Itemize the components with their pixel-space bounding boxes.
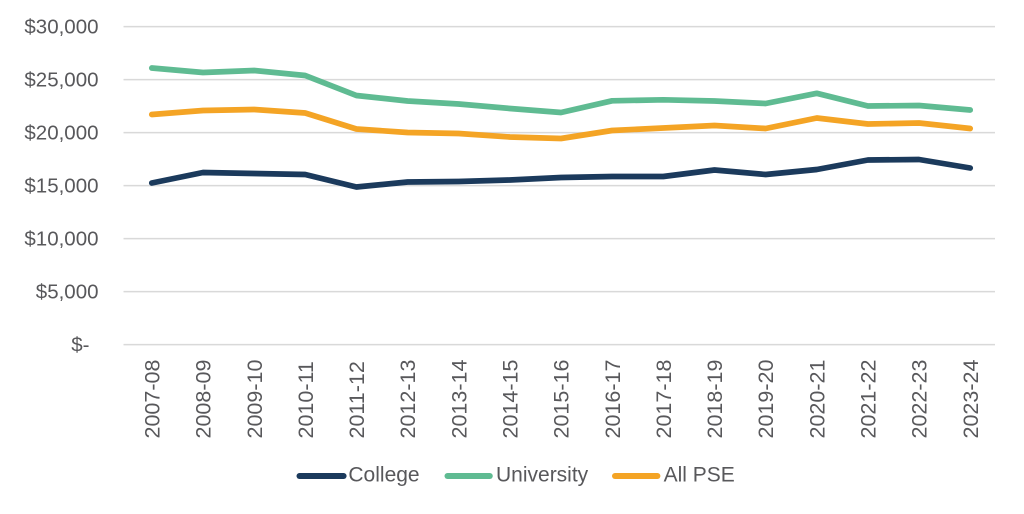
svg-text:2015-16: 2015-16 [550, 360, 574, 439]
svg-text:2014-15: 2014-15 [499, 360, 523, 439]
svg-text:$5,000: $5,000 [36, 281, 99, 304]
svg-text:University: University [496, 463, 589, 486]
svg-text:2022-23: 2022-23 [908, 360, 932, 439]
svg-text:$25,000: $25,000 [24, 69, 98, 92]
svg-text:2017-18: 2017-18 [652, 360, 676, 439]
svg-text:2023-24: 2023-24 [959, 360, 983, 439]
svg-text:$20,000: $20,000 [24, 122, 98, 145]
svg-text:2021-22: 2021-22 [857, 360, 881, 439]
svg-text:2009-10: 2009-10 [243, 360, 267, 439]
svg-text:2018-19: 2018-19 [703, 360, 727, 439]
svg-text:2007-08: 2007-08 [141, 360, 165, 439]
svg-text:All PSE: All PSE [664, 463, 735, 486]
svg-text:$15,000: $15,000 [24, 175, 98, 198]
svg-text:2010-11: 2010-11 [294, 361, 318, 438]
svg-text:$10,000: $10,000 [24, 228, 98, 251]
svg-text:2020-21: 2020-21 [805, 360, 829, 439]
svg-text:2012-13: 2012-13 [396, 360, 420, 439]
svg-text:College: College [348, 463, 419, 486]
svg-text:2011-12: 2011-12 [345, 361, 369, 438]
svg-text:2019-20: 2019-20 [754, 360, 778, 439]
svg-text:2013-14: 2013-14 [447, 360, 471, 439]
svg-text:$30,000: $30,000 [24, 16, 98, 39]
svg-text:2016-17: 2016-17 [601, 360, 625, 439]
svg-text:$-: $- [71, 334, 89, 357]
svg-text:2008-09: 2008-09 [192, 360, 216, 439]
